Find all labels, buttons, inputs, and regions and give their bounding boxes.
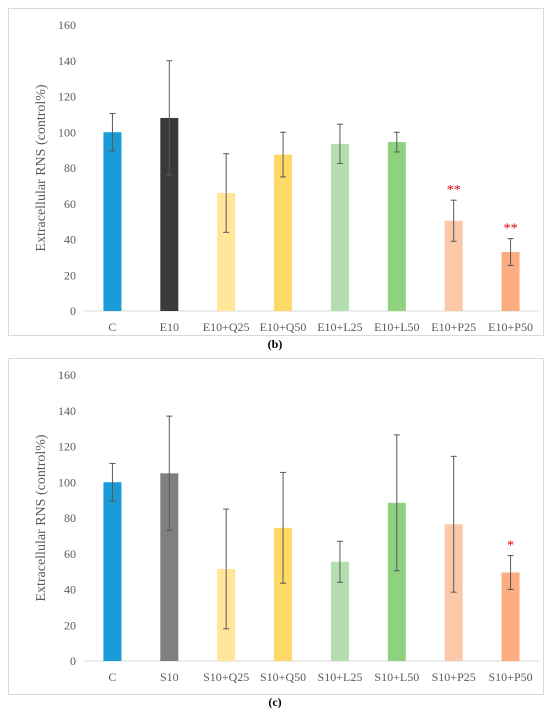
y-tick-label: 160 <box>58 368 76 382</box>
x-tick-label: S10+L50 <box>374 670 419 684</box>
bar <box>217 193 236 311</box>
bar <box>160 473 179 661</box>
x-tick-label: E10+L25 <box>317 320 362 334</box>
x-tick-label: S10+L25 <box>318 670 363 684</box>
x-tick-label: S10+P25 <box>432 670 476 684</box>
y-tick-label: 140 <box>58 404 76 418</box>
bar <box>387 502 406 661</box>
x-tick-label: E10+P50 <box>488 320 533 334</box>
bar <box>103 482 122 661</box>
y-tick-label: 60 <box>64 197 76 211</box>
bar <box>444 220 463 311</box>
y-tick-label: 80 <box>64 161 76 175</box>
y-tick-label: 60 <box>64 547 76 561</box>
x-tick-label: E10+Q50 <box>260 320 307 334</box>
bar <box>501 252 520 311</box>
x-tick-label: E10+P25 <box>431 320 476 334</box>
chart-panel-c: Extracellular RNS (control%) 0 20 40 60 80 100… <box>8 358 544 695</box>
significance-marker: * <box>507 539 514 554</box>
bar <box>330 561 349 661</box>
y-axis-label: Extracellular RNS (control%) <box>34 84 49 252</box>
x-tick-label: C <box>108 670 116 684</box>
y-axis-label: Extracellular RNS (control%) <box>34 434 49 602</box>
bar <box>274 527 293 661</box>
x-tick-label: E10 <box>160 320 179 334</box>
y-tick-label: 0 <box>70 654 76 668</box>
bar <box>387 142 406 311</box>
x-tick-label: S10+P50 <box>489 670 533 684</box>
chart-panel-b: Extracellular RNS (control%) 0 20 40 60 80 100… <box>8 8 544 336</box>
bar-chart-b: Extracellular RNS (control%) 0 20 40 60 80 100… <box>34 18 539 334</box>
bar <box>330 143 349 311</box>
y-tick-label: 100 <box>58 125 76 139</box>
y-tick-label: 20 <box>64 268 76 282</box>
significance-marker: ** <box>504 222 518 237</box>
y-tick-label: 120 <box>58 90 76 104</box>
bar-chart-c: Extracellular RNS (control%) 0 20 40 60 80 100… <box>34 368 539 684</box>
significance-marker: ** <box>447 183 461 198</box>
x-tick-label: C <box>108 320 116 334</box>
bar <box>160 117 179 311</box>
x-tick-label: S10+Q25 <box>203 670 249 684</box>
x-tick-label: S10+Q50 <box>260 670 306 684</box>
y-tick-label: 80 <box>64 511 76 525</box>
y-tick-label: 140 <box>58 54 76 68</box>
y-tick-label: 40 <box>64 233 76 247</box>
x-tick-label: E10+L50 <box>374 320 419 334</box>
bar <box>274 154 293 311</box>
y-tick-label: 40 <box>64 583 76 597</box>
bar <box>501 572 520 661</box>
y-tick-label: 120 <box>58 440 76 454</box>
y-tick-label: 0 <box>70 304 76 318</box>
y-tick-label: 20 <box>64 618 76 632</box>
bar <box>103 132 122 311</box>
y-tick-label: 160 <box>58 18 76 32</box>
y-tick-label: 100 <box>58 475 76 489</box>
panel-caption-c: (c) <box>268 695 282 709</box>
x-tick-label: E10+Q25 <box>203 320 250 334</box>
x-tick-label: S10 <box>160 670 179 684</box>
panel-caption-b: (b) <box>267 337 283 351</box>
